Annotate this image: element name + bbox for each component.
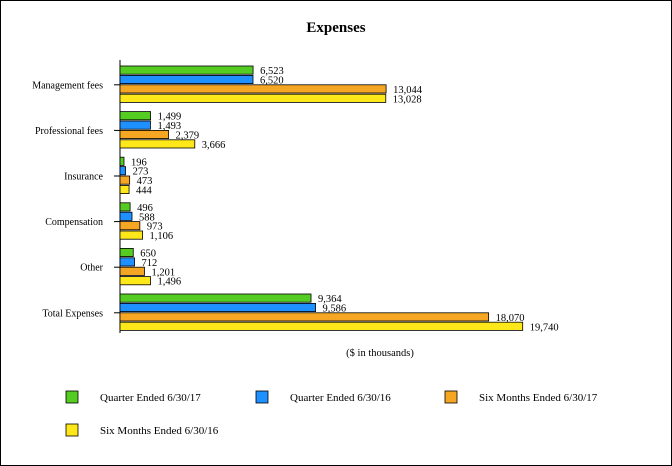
category-label-total-expenses: Total Expenses [42,308,103,319]
bar-insurance-quarter-ended-6-30-16 [119,166,126,176]
bar-professional-fees-quarter-ended-6-30-16 [119,120,151,130]
legend-label-quarter-ended-6-30-17: Quarter Ended 6/30/17 [100,392,201,404]
category-label-professional-fees: Professional fees [35,126,103,137]
value-label-other-six-months-ended-6-30-17: 1,201 [152,267,176,278]
bar-total-expenses-six-months-ended-6-30-17 [119,312,490,322]
bar-insurance-quarter-ended-6-30-17 [119,156,125,166]
bar-other-six-months-ended-6-30-17 [119,266,145,276]
value-label-other-quarter-ended-6-30-17: 650 [140,249,156,260]
chart-title: Expenses [306,20,365,36]
legend-label-six-months-ended-6-30-16: Six Months Ended 6/30/16 [100,425,219,437]
value-label-insurance-quarter-ended-6-30-17: 196 [131,157,147,168]
bar-compensation-quarter-ended-6-30-17 [119,202,131,212]
bar-insurance-six-months-ended-6-30-16 [119,184,130,194]
category-label-management-fees: Management fees [32,80,103,91]
bar-total-expenses-quarter-ended-6-30-16 [119,302,316,312]
value-label-compensation-six-months-ended-6-30-17: 973 [147,222,163,233]
bar-management-fees-six-months-ended-6-30-16 [119,93,387,103]
value-label-total-expenses-six-months-ended-6-30-16: 19,740 [530,322,559,333]
legend-swatch-six-months-ended-6-30-17 [444,390,458,404]
bar-management-fees-six-months-ended-6-30-17 [119,84,387,94]
bar-compensation-six-months-ended-6-30-16 [119,230,143,240]
legend-label-quarter-ended-6-30-16: Quarter Ended 6/30/16 [290,392,391,404]
bar-other-quarter-ended-6-30-16 [119,257,135,267]
value-label-management-fees-six-months-ended-6-30-17: 13,044 [393,85,423,96]
value-label-professional-fees-six-months-ended-6-30-17: 2,379 [176,131,200,142]
category-label-insurance: Insurance [64,172,103,183]
bar-compensation-quarter-ended-6-30-16 [119,211,133,221]
value-label-compensation-quarter-ended-6-30-17: 496 [137,203,153,214]
value-label-professional-fees-quarter-ended-6-30-17: 1,499 [158,112,182,123]
bar-insurance-six-months-ended-6-30-17 [119,175,131,185]
category-label-compensation: Compensation [45,217,103,228]
value-label-other-six-months-ended-6-30-16: 1,496 [158,277,182,288]
value-label-management-fees-six-months-ended-6-30-16: 13,028 [393,94,422,105]
bar-professional-fees-six-months-ended-6-30-17 [119,129,169,139]
value-label-other-quarter-ended-6-30-16: 712 [142,258,158,269]
legend-swatch-six-months-ended-6-30-16 [65,423,79,437]
value-label-total-expenses-six-months-ended-6-30-17: 18,070 [496,313,525,324]
bar-compensation-six-months-ended-6-30-17 [119,221,141,231]
legend-swatch-quarter-ended-6-30-17 [65,390,79,404]
bar-management-fees-quarter-ended-6-30-17 [119,65,254,75]
legend-label-six-months-ended-6-30-17: Six Months Ended 6/30/17 [479,392,598,404]
bar-professional-fees-six-months-ended-6-30-16 [119,139,196,149]
value-label-insurance-six-months-ended-6-30-16: 444 [136,186,153,197]
value-label-insurance-six-months-ended-6-30-17: 473 [137,176,153,187]
value-label-total-expenses-quarter-ended-6-30-17: 9,364 [318,294,342,305]
legend-swatch-quarter-ended-6-30-16 [255,390,269,404]
bar-management-fees-quarter-ended-6-30-16 [119,75,254,85]
value-label-management-fees-quarter-ended-6-30-16: 6,520 [260,76,284,87]
bar-total-expenses-six-months-ended-6-30-16 [119,321,524,331]
value-label-professional-fees-quarter-ended-6-30-16: 1,493 [157,121,181,132]
value-label-insurance-quarter-ended-6-30-16: 273 [133,167,149,178]
value-label-management-fees-quarter-ended-6-30-17: 6,523 [260,66,284,77]
bar-total-expenses-quarter-ended-6-30-17 [119,293,312,303]
value-label-compensation-six-months-ended-6-30-16: 1,106 [150,231,174,242]
value-label-compensation-quarter-ended-6-30-16: 588 [139,212,155,223]
bar-other-six-months-ended-6-30-16 [119,276,151,286]
category-label-other: Other [80,263,103,274]
value-label-total-expenses-quarter-ended-6-30-16: 9,586 [323,304,347,315]
bar-professional-fees-quarter-ended-6-30-17 [119,111,151,121]
value-label-professional-fees-six-months-ended-6-30-16: 3,666 [202,140,226,151]
bar-other-quarter-ended-6-30-17 [119,247,134,257]
x-axis-label: ($ in thousands) [346,348,414,359]
